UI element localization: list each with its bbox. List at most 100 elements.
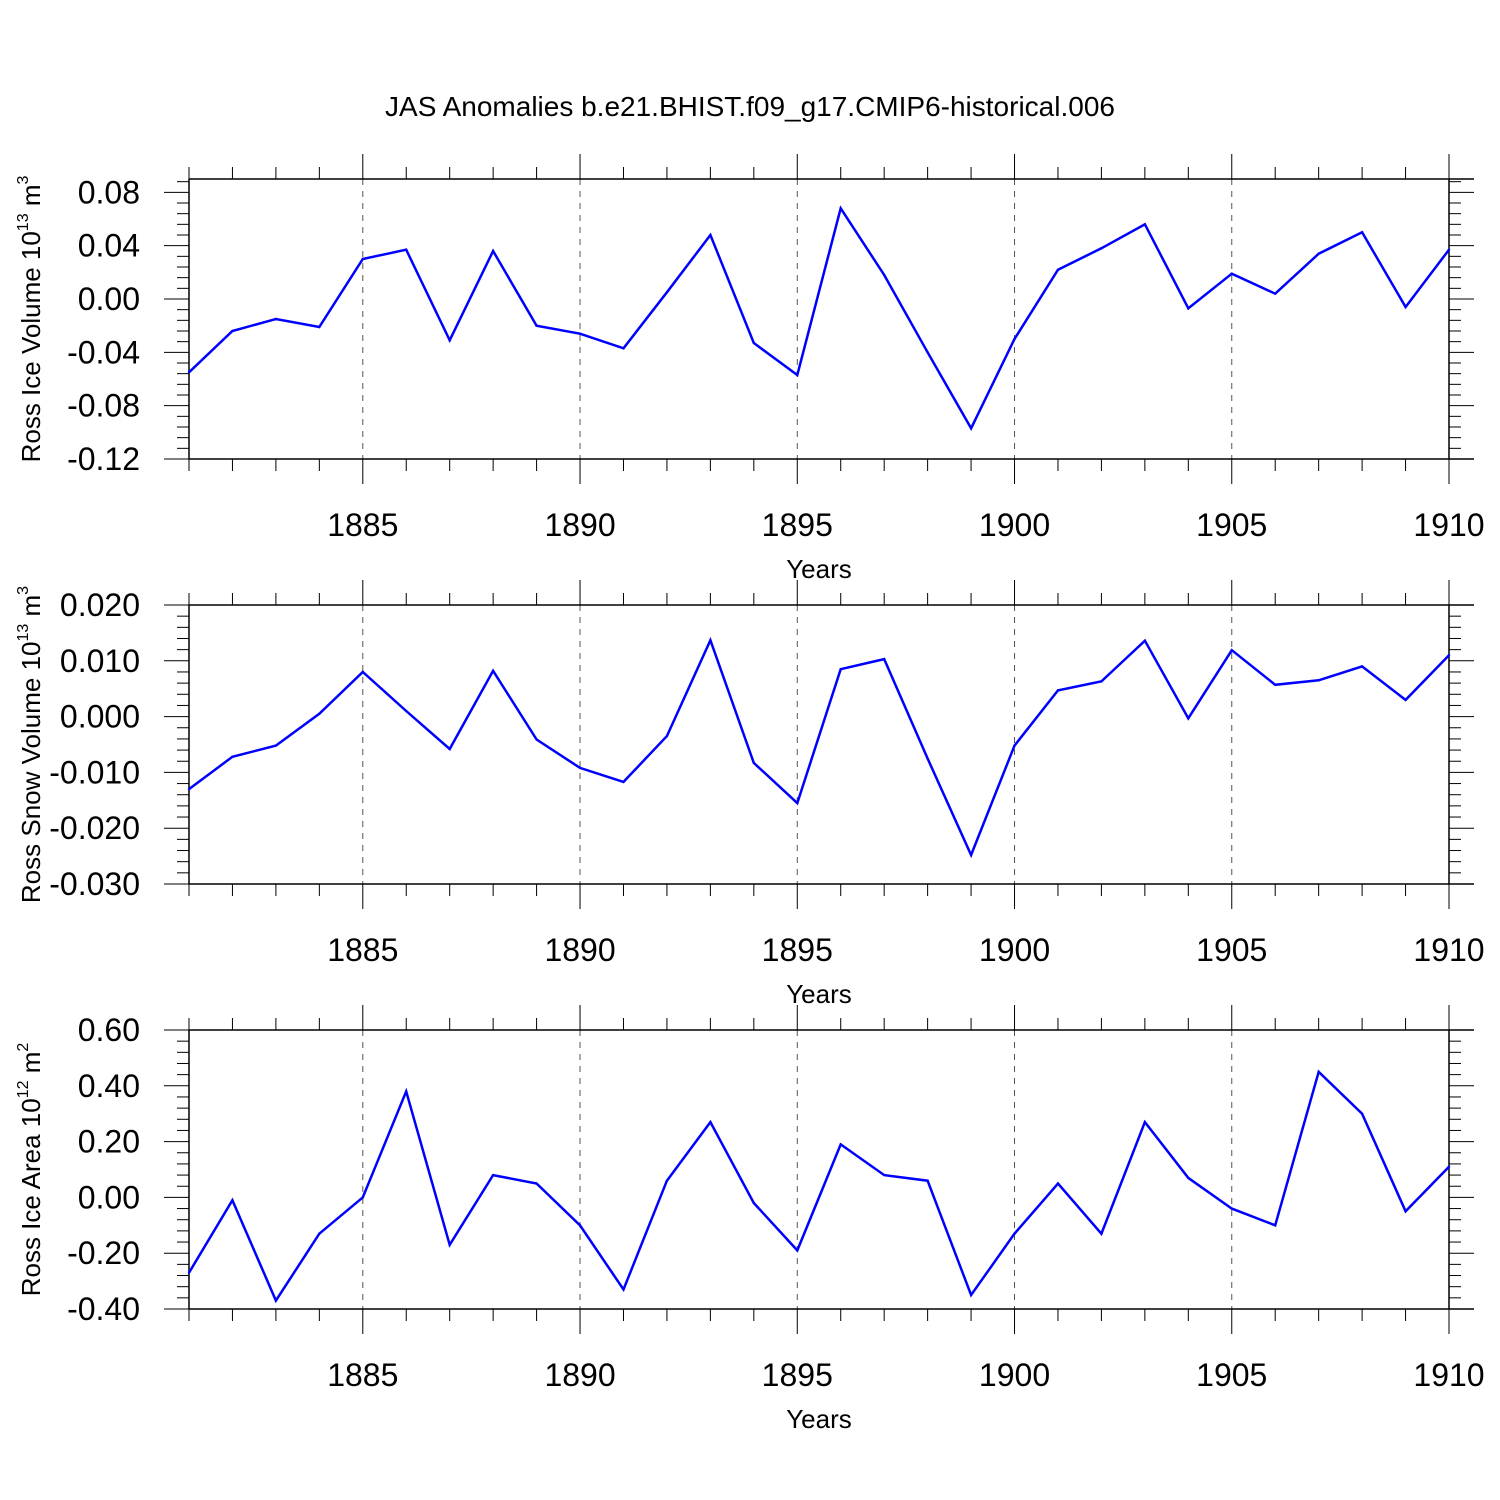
data-point bbox=[231, 329, 234, 333]
data-point bbox=[1404, 1210, 1407, 1213]
data-point bbox=[1100, 680, 1103, 683]
data-point bbox=[448, 1243, 451, 1247]
data-point bbox=[274, 1299, 278, 1302]
y-tick-label: 0.010 bbox=[60, 643, 140, 679]
data-point bbox=[578, 332, 582, 335]
data-point bbox=[1056, 1182, 1060, 1185]
x-tick-label: 1885 bbox=[327, 1357, 398, 1393]
data-point bbox=[882, 657, 886, 661]
data-point bbox=[752, 761, 756, 765]
data-point bbox=[448, 747, 451, 751]
x-tick-label: 1900 bbox=[979, 1357, 1050, 1393]
data-point bbox=[274, 744, 278, 747]
data-point bbox=[274, 317, 278, 321]
series-line-1 bbox=[188, 205, 1450, 431]
data-point bbox=[969, 1293, 973, 1297]
data-point bbox=[1056, 689, 1060, 692]
x-tick-label: 1895 bbox=[762, 932, 833, 968]
y-tick-label: -0.20 bbox=[67, 1235, 140, 1271]
data-point bbox=[622, 347, 625, 350]
data-point bbox=[491, 669, 495, 673]
y-tick-label: 0.20 bbox=[78, 1124, 140, 1160]
y-tick-label: 0.000 bbox=[60, 699, 140, 735]
data-point bbox=[578, 766, 582, 770]
data-point bbox=[1274, 292, 1277, 295]
x-tick-label: 1905 bbox=[1196, 932, 1267, 968]
data-point bbox=[405, 248, 408, 251]
x-tick-label: 1910 bbox=[1413, 507, 1484, 543]
panel-1: 1885 1890 1895 1900 1905 1910 Years -0.12 -0.08 -… bbox=[15, 154, 1485, 584]
data-point bbox=[839, 207, 842, 210]
y-tick-label: -0.020 bbox=[49, 810, 140, 846]
data-point bbox=[969, 853, 973, 857]
data-point bbox=[839, 667, 842, 671]
data-point bbox=[796, 373, 799, 377]
data-point bbox=[1143, 1120, 1147, 1124]
data-point bbox=[1230, 648, 1233, 652]
data-point bbox=[622, 780, 625, 784]
data-point bbox=[926, 351, 929, 354]
data-point bbox=[1317, 1070, 1320, 1074]
data-point bbox=[1187, 717, 1190, 720]
data-point bbox=[1056, 268, 1060, 271]
x-tick-label: 1900 bbox=[979, 507, 1050, 543]
x-axis-label: Years bbox=[786, 979, 852, 1009]
data-point bbox=[578, 1224, 582, 1227]
data-point bbox=[882, 1173, 886, 1177]
data-point bbox=[1274, 1224, 1277, 1227]
data-point bbox=[1317, 252, 1320, 255]
data-point bbox=[926, 757, 929, 760]
x-tick-label: 1910 bbox=[1413, 932, 1484, 968]
series-line-1 bbox=[188, 636, 1450, 859]
x-axis-label: Years bbox=[786, 554, 852, 584]
data-point bbox=[535, 324, 538, 327]
y-tick-label: 0.00 bbox=[78, 281, 140, 317]
data-point bbox=[1317, 679, 1320, 682]
data-point bbox=[709, 233, 712, 237]
data-point bbox=[709, 638, 712, 642]
y-axis-label: Ross Ice Area 1012 m2 bbox=[15, 1043, 46, 1297]
y-tick-label: -0.12 bbox=[67, 441, 140, 477]
data-point bbox=[1187, 307, 1190, 310]
data-point bbox=[1447, 1165, 1451, 1168]
data-point bbox=[752, 1201, 756, 1205]
data-point bbox=[231, 755, 234, 758]
data-point bbox=[318, 712, 321, 716]
data-point bbox=[1013, 744, 1016, 747]
x-tick-label: 1905 bbox=[1196, 1357, 1267, 1393]
y-tick-label: -0.030 bbox=[49, 866, 140, 902]
y-tick-label: 0.020 bbox=[60, 587, 140, 623]
data-point bbox=[1143, 639, 1147, 642]
data-point bbox=[796, 801, 799, 805]
y-tick-label: -0.40 bbox=[67, 1291, 140, 1327]
data-point bbox=[665, 734, 669, 738]
data-point bbox=[187, 1271, 191, 1274]
y-tick-label: 0.40 bbox=[78, 1068, 140, 1104]
data-point bbox=[665, 291, 669, 294]
data-point bbox=[1013, 337, 1016, 341]
x-tick-label: 1885 bbox=[327, 932, 398, 968]
x-tick-label: 1900 bbox=[979, 932, 1050, 968]
series-line-1 bbox=[187, 1069, 1450, 1304]
x-tick-label: 1890 bbox=[544, 507, 615, 543]
x-tick-label: 1890 bbox=[544, 932, 615, 968]
data-point bbox=[1230, 1207, 1233, 1210]
data-point bbox=[1360, 665, 1364, 668]
data-point bbox=[1274, 683, 1277, 686]
y-tick-label: -0.04 bbox=[67, 334, 140, 370]
figure-title: JAS Anomalies b.e21.BHIST.f09_g17.CMIP6-… bbox=[385, 91, 1115, 122]
data-point bbox=[969, 427, 973, 430]
y-tick-label: 0.04 bbox=[78, 228, 140, 264]
data-point bbox=[361, 670, 364, 674]
y-axis-label: Ross Ice Volume 1013 m3 bbox=[15, 175, 46, 462]
data-point bbox=[491, 249, 495, 253]
data-point bbox=[361, 257, 364, 261]
data-point bbox=[1404, 305, 1407, 309]
data-point bbox=[796, 1249, 799, 1252]
x-tick-label: 1895 bbox=[762, 507, 833, 543]
y-tick-label: 0.60 bbox=[78, 1012, 140, 1048]
data-point bbox=[535, 1182, 538, 1185]
data-point bbox=[491, 1173, 495, 1177]
panel-3: 1885 1890 1895 1900 1905 1910 Years -0.40 -0.20 0… bbox=[15, 1005, 1485, 1434]
panel-2: 1885 1890 1895 1900 1905 1910 Years -0.030 -0.02… bbox=[15, 580, 1485, 1009]
